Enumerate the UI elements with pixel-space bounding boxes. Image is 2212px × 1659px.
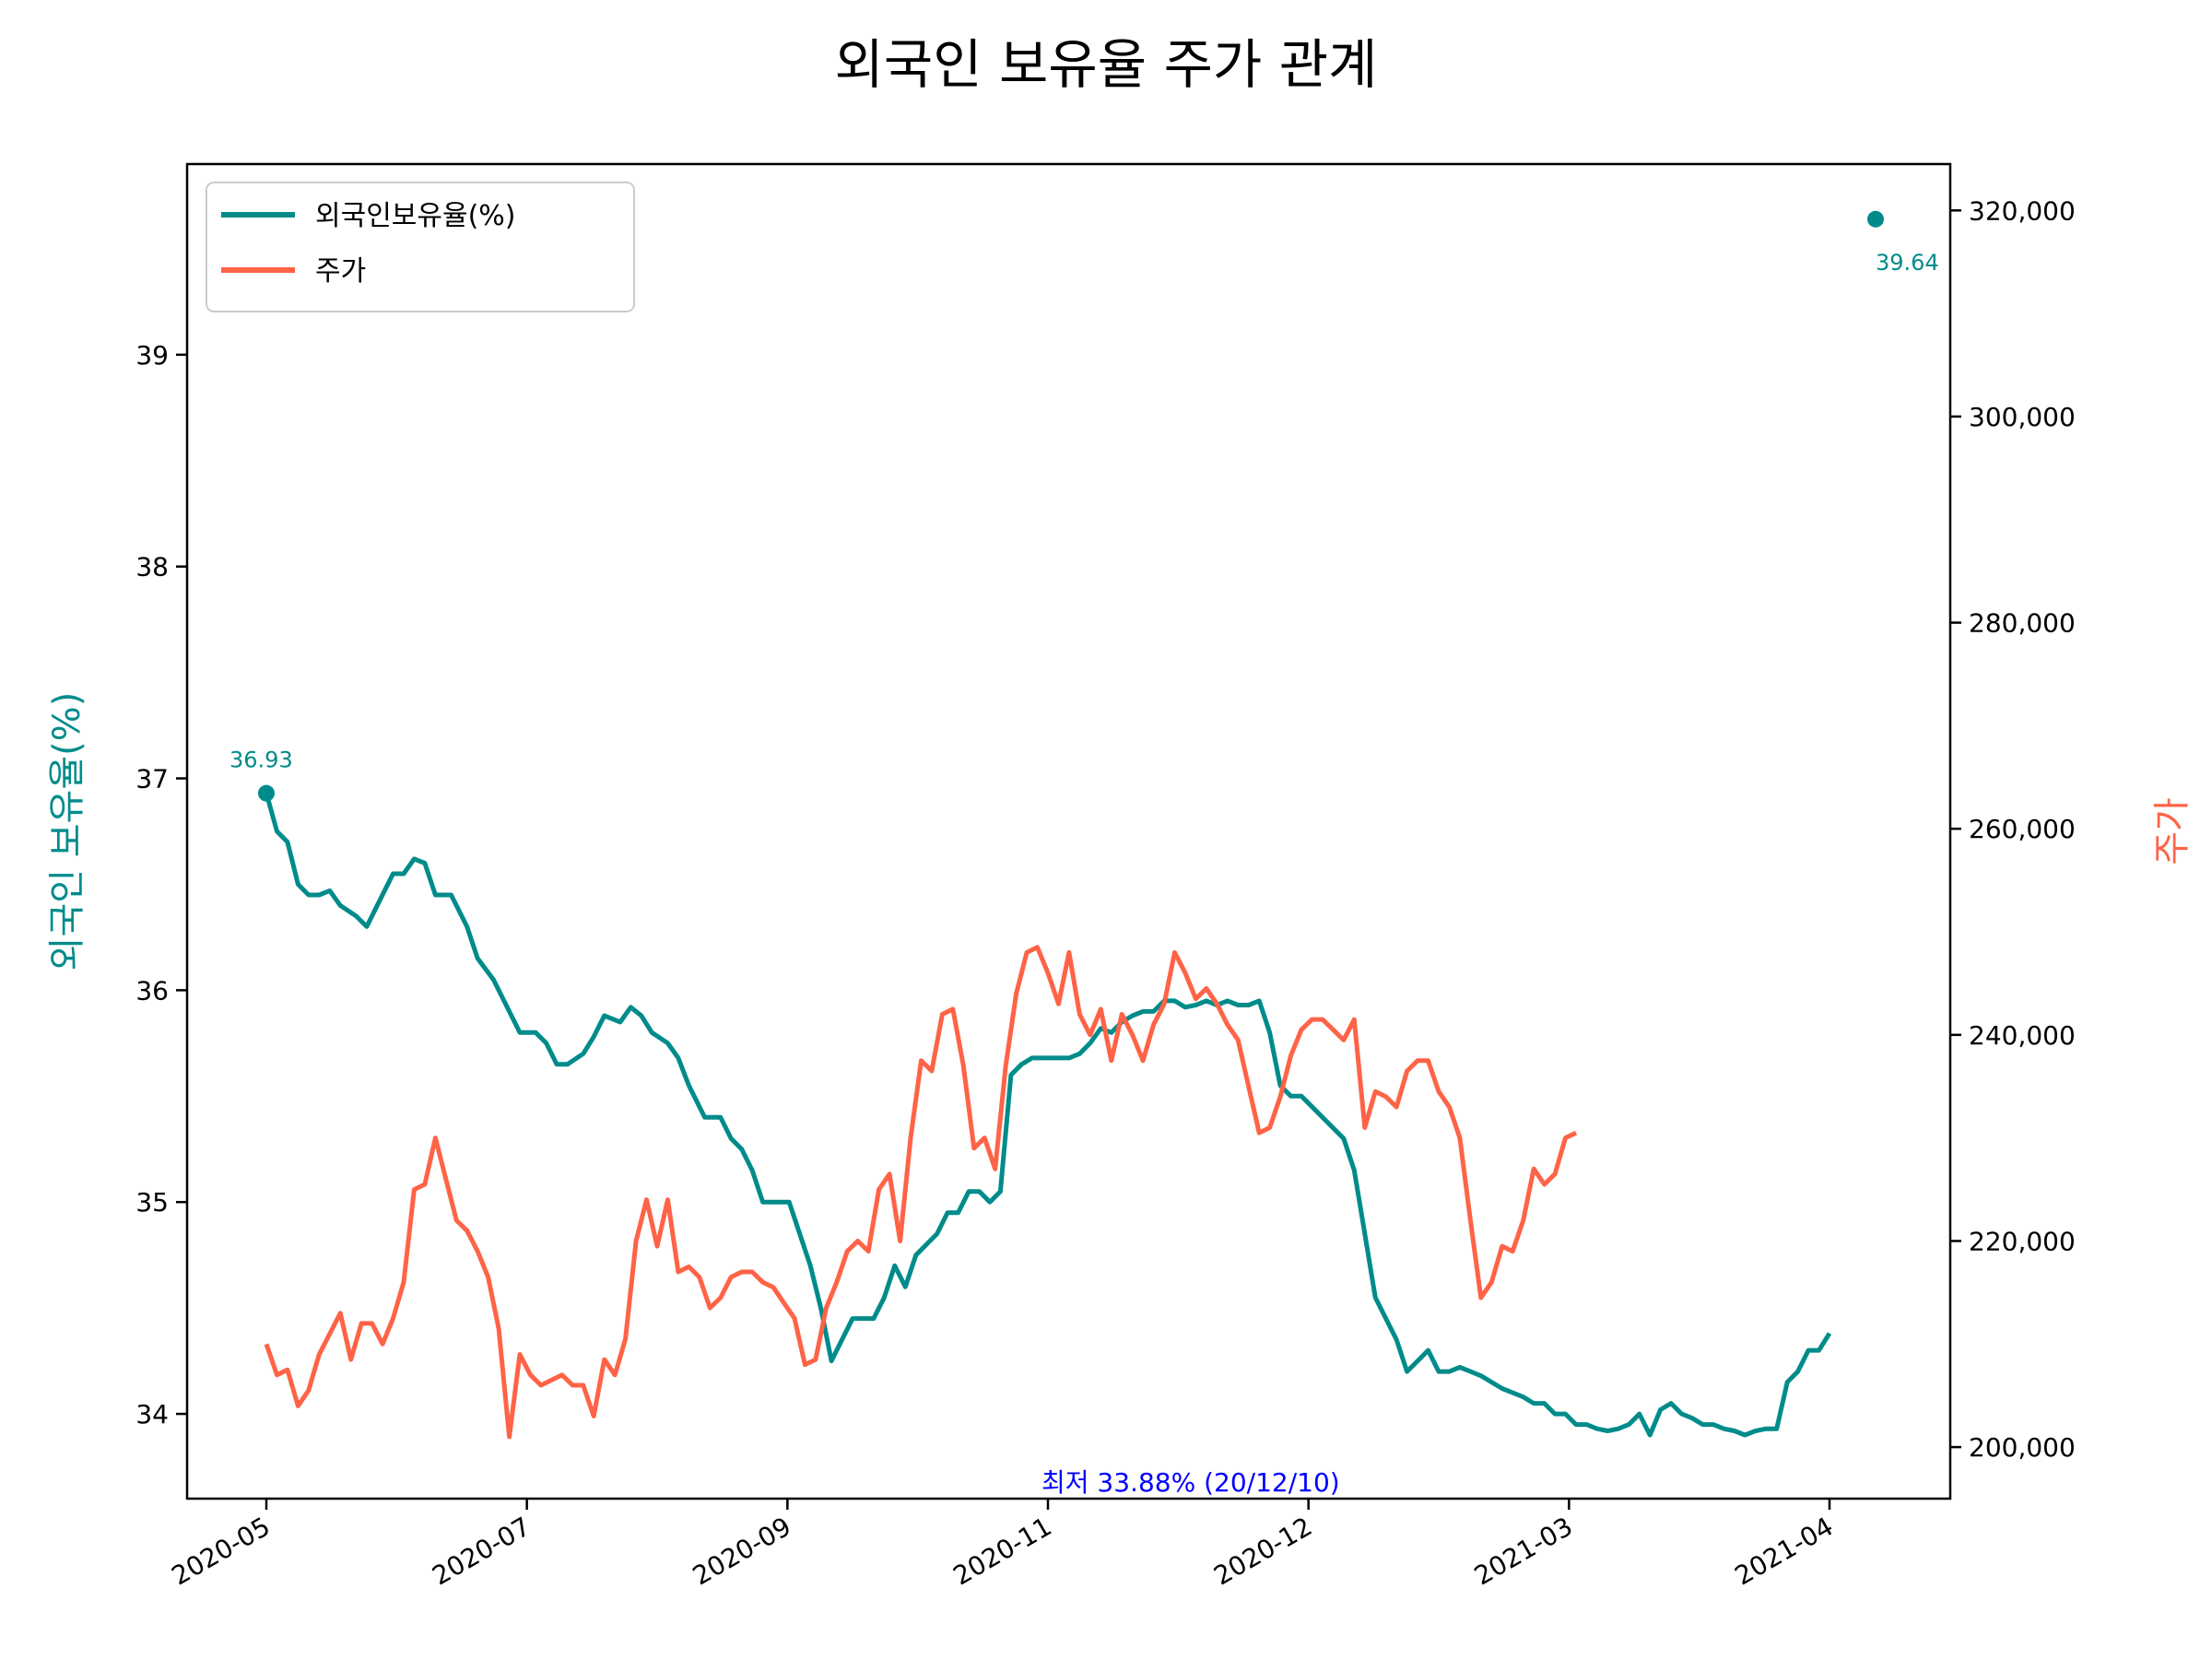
end-value-label: 39.64 bbox=[1876, 250, 1939, 276]
x-tick-label: 2020-09 bbox=[688, 1511, 796, 1591]
y-left-tick-label: 35 bbox=[135, 1187, 169, 1218]
y-right-tick-label: 260,000 bbox=[1969, 814, 2076, 844]
chart-title: 외국인 보유율 주가 관계 bbox=[835, 33, 1378, 96]
end-point-marker bbox=[1867, 210, 1884, 228]
y-left-tick-label: 37 bbox=[135, 764, 169, 794]
y-axis-right: 200,000 220,000 240,000 260,000 280,000 300,0… bbox=[1950, 195, 2076, 1463]
y-right-tick-label: 320,000 bbox=[1969, 195, 2076, 226]
legend-label-price: 주가 bbox=[315, 255, 366, 288]
x-tick-label: 2021-04 bbox=[1730, 1511, 1839, 1591]
x-tick-label: 2020-07 bbox=[427, 1511, 535, 1591]
x-tick-label: 2020-05 bbox=[167, 1511, 276, 1591]
y-right-tick-label: 300,000 bbox=[1969, 402, 2076, 432]
start-point-marker bbox=[258, 784, 275, 802]
y-left-tick-label: 34 bbox=[135, 1399, 169, 1430]
series-line-stock-price bbox=[264, 945, 1578, 1440]
legend-box bbox=[206, 182, 635, 312]
y-left-tick-label: 36 bbox=[135, 975, 169, 1006]
y-axis-right-label: 주가 bbox=[2151, 797, 2194, 865]
y-axis-left-label: 외국인 보유율(%) bbox=[46, 692, 88, 971]
x-tick-label: 2020-12 bbox=[1208, 1511, 1317, 1591]
min-value-label: 최저 33.88% (20/12/10) bbox=[1041, 1467, 1340, 1498]
series-layer bbox=[264, 792, 1832, 1440]
y-right-tick-label: 200,000 bbox=[1969, 1432, 2076, 1463]
y-right-tick-label: 240,000 bbox=[1969, 1020, 2076, 1051]
y-left-tick-label: 38 bbox=[135, 552, 169, 582]
legend: 외국인보유율(%) 주가 bbox=[206, 182, 635, 312]
x-axis: 2020-05 2020-07 2020-09 2020-11 2020-12 2021-… bbox=[167, 1499, 1839, 1592]
annotations: 36.93 39.64 최저 33.88% (20/12/10) bbox=[229, 210, 1939, 1498]
series-line-foreign-ownership bbox=[264, 792, 1832, 1438]
y-right-tick-label: 220,000 bbox=[1969, 1226, 2076, 1256]
y-right-tick-label: 280,000 bbox=[1969, 608, 2076, 639]
x-tick-label: 2020-11 bbox=[948, 1511, 1057, 1591]
start-value-label: 36.93 bbox=[229, 747, 293, 773]
legend-label-foreign: 외국인보유율(%) bbox=[315, 200, 516, 232]
x-tick-label: 2021-03 bbox=[1469, 1511, 1578, 1591]
y-left-tick-label: 39 bbox=[135, 340, 169, 371]
y-axis-left: 34 35 36 37 38 39 bbox=[135, 340, 187, 1430]
plot-area bbox=[185, 162, 1952, 1500]
